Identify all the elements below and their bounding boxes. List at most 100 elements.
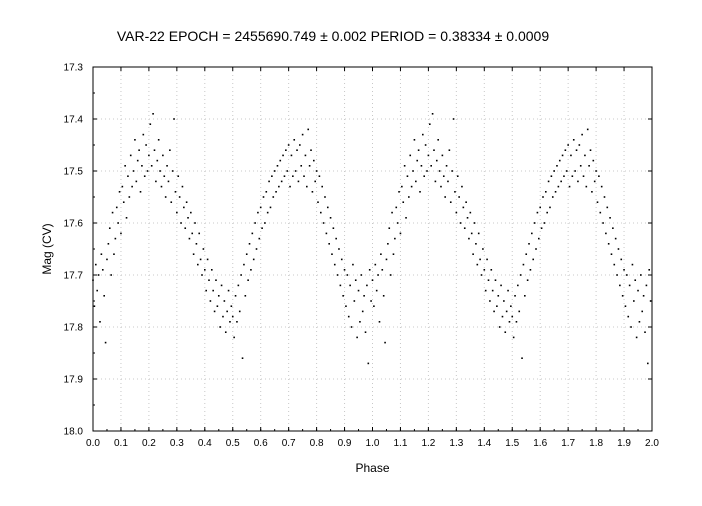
data-point (304, 154, 307, 157)
data-point (183, 206, 185, 209)
x-tick-label: 1.7 (561, 438, 575, 449)
data-point (160, 185, 163, 188)
data-point (229, 321, 231, 323)
x-tick-label: 1.2 (421, 438, 435, 449)
data-point (491, 289, 494, 292)
data-point (401, 185, 403, 188)
data-points (92, 113, 652, 365)
y-axis-label: Mag (CV) (40, 223, 54, 274)
data-point (230, 305, 233, 307)
data-point (166, 165, 168, 167)
data-point (549, 206, 551, 209)
data-point (118, 191, 121, 193)
data-point (226, 310, 228, 313)
data-point (115, 206, 118, 209)
data-point (117, 222, 119, 224)
data-point (190, 211, 192, 214)
y-axis-ticks: 17.3 17.4 17.5 17.6 17.7 17.8 17.9 18.0 (64, 63, 652, 438)
data-point (363, 295, 365, 297)
data-point (134, 139, 136, 141)
data-point (192, 253, 195, 255)
data-point (100, 253, 103, 255)
x-tick-label: 0.0 (86, 438, 100, 449)
x-tick-label: 1.8 (589, 438, 603, 449)
data-point (308, 165, 311, 167)
x-tick-label: 0.7 (282, 438, 296, 449)
data-point (271, 175, 273, 177)
data-point (399, 232, 402, 235)
data-point (197, 263, 199, 266)
data-point (93, 305, 96, 307)
data-point (176, 211, 178, 214)
data-point (132, 170, 135, 172)
data-point (500, 284, 502, 287)
data-point (578, 144, 581, 146)
data-point (283, 175, 286, 177)
data-point (198, 232, 201, 235)
data-point (475, 243, 477, 245)
data-point (325, 232, 328, 235)
data-point (290, 154, 293, 157)
data-point (209, 300, 212, 302)
x-tick-label: 0.9 (338, 438, 352, 449)
x-tick-label: 2.0 (645, 438, 659, 449)
data-point (526, 279, 529, 281)
data-point (128, 196, 131, 198)
data-point (574, 170, 576, 172)
data-point (382, 295, 385, 297)
x-tick-label: 0.6 (254, 438, 268, 449)
data-point (233, 336, 235, 339)
data-point (486, 258, 488, 261)
data-point (138, 149, 140, 151)
data-point (244, 295, 247, 297)
data-point (494, 279, 497, 281)
data-point (515, 321, 518, 323)
data-point (324, 196, 326, 198)
data-point (346, 274, 349, 276)
data-point (570, 154, 572, 157)
data-point (627, 315, 630, 318)
data-point (347, 315, 350, 318)
data-point (487, 279, 490, 281)
data-point (318, 175, 321, 177)
data-point (649, 300, 652, 302)
data-point (535, 248, 537, 250)
data-point (465, 201, 467, 203)
data-point (171, 170, 174, 172)
data-point (440, 185, 442, 188)
grid-lines (93, 67, 652, 431)
data-point (257, 211, 259, 214)
data-point (642, 295, 645, 297)
data-point (345, 305, 347, 307)
data-point (195, 243, 198, 245)
data-point (410, 185, 413, 188)
data-point (584, 154, 586, 157)
data-point (476, 263, 479, 266)
data-point (234, 295, 237, 297)
data-point (621, 295, 624, 297)
x-tick-label: 0.3 (170, 438, 184, 449)
data-point (518, 310, 521, 313)
data-point (262, 196, 265, 198)
data-point (614, 237, 617, 240)
data-point (113, 253, 115, 255)
data-point (223, 300, 226, 302)
data-point (164, 196, 167, 198)
data-point (473, 222, 476, 224)
data-point (533, 222, 536, 224)
data-point (264, 222, 266, 224)
data-point (241, 357, 244, 359)
data-point (306, 185, 308, 188)
data-point (268, 180, 270, 183)
data-point (215, 279, 217, 281)
data-point (285, 149, 287, 151)
data-point (477, 232, 480, 235)
data-point (222, 315, 224, 318)
data-point (384, 341, 386, 344)
data-point (354, 279, 357, 281)
data-point (633, 300, 635, 302)
data-point (498, 326, 501, 328)
data-point (560, 180, 562, 183)
x-tick-label: 1.0 (366, 438, 380, 449)
